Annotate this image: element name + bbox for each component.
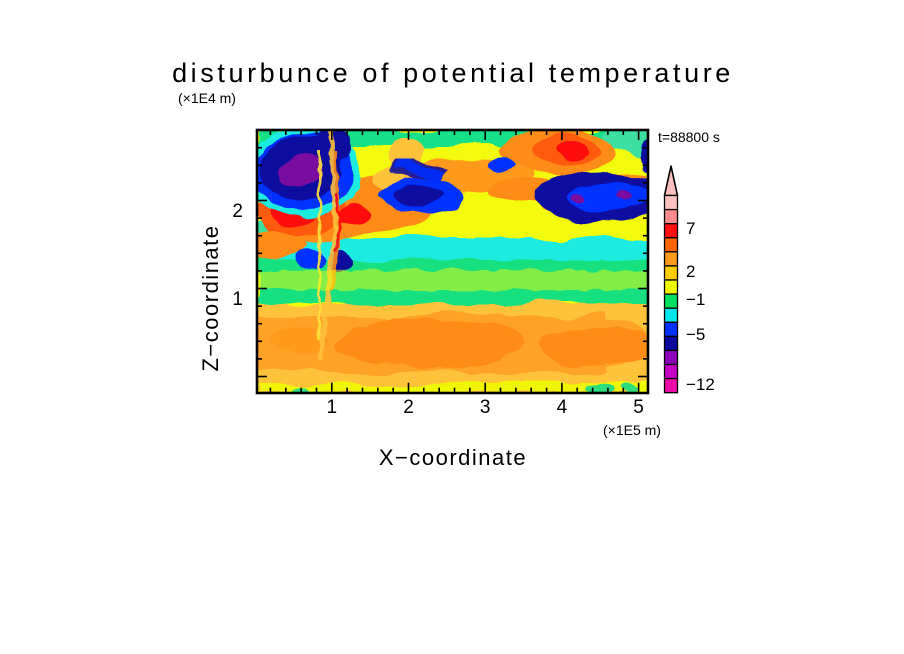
svg-text:2: 2 — [232, 201, 243, 222]
svg-text:t=88800 s: t=88800 s — [658, 129, 720, 145]
svg-text:1: 1 — [327, 397, 338, 418]
svg-text:(×1E4 m): (×1E4 m) — [178, 90, 236, 106]
svg-text:4: 4 — [557, 397, 568, 418]
svg-text:−5: −5 — [686, 325, 705, 344]
svg-text:2: 2 — [403, 397, 414, 418]
svg-text:3: 3 — [480, 397, 491, 418]
svg-text:−1: −1 — [686, 290, 705, 309]
svg-text:X−coordinate: X−coordinate — [379, 445, 527, 470]
svg-text:7: 7 — [686, 219, 695, 238]
svg-text:disturbunce of potential tempe: disturbunce of potential temperature — [172, 58, 734, 88]
svg-text:Z−coordinate: Z−coordinate — [198, 224, 223, 371]
svg-text:1: 1 — [232, 289, 243, 310]
svg-text:5: 5 — [633, 397, 644, 418]
svg-text:−12: −12 — [686, 375, 715, 394]
svg-text:(×1E5 m): (×1E5 m) — [603, 422, 661, 438]
svg-text:2: 2 — [686, 262, 695, 281]
